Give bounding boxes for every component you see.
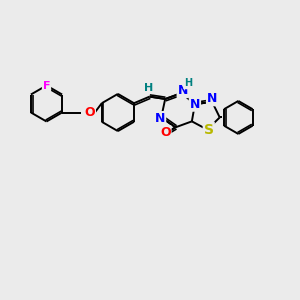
Text: N: N [207,92,217,105]
Text: N: N [178,84,188,97]
Text: H: H [144,83,153,93]
Text: O: O [160,126,171,139]
Text: N: N [190,98,200,111]
Text: O: O [84,106,95,119]
Text: F: F [43,80,50,91]
Text: S: S [204,122,214,136]
Text: H: H [184,78,192,88]
Text: N: N [155,112,165,125]
